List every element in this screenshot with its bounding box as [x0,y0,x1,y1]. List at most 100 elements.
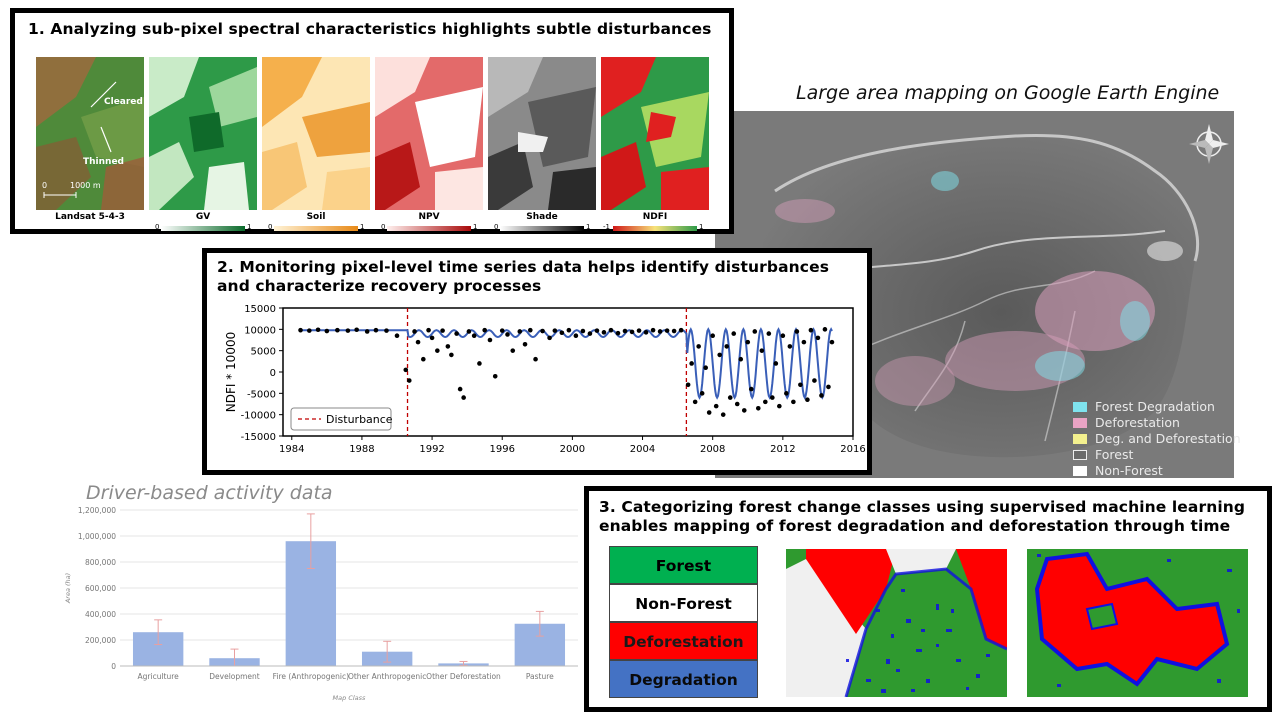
ndfi-thumbnail [601,57,709,210]
y-axis-label: Area (ha) [64,573,72,604]
data-point [608,327,614,333]
x-tick-label: 1996 [490,444,515,455]
swatch [1073,450,1087,460]
legend-label: Non-Forest [1095,463,1163,478]
gv-thumbnail [149,57,257,210]
legend-label: Deforestation [1095,415,1180,430]
data-point [461,395,466,400]
data-point [826,384,831,390]
x-tick-label: 2004 [630,444,655,455]
data-point [573,333,579,339]
shade-thumbnail [488,57,596,210]
thumb-label: NDFI [642,212,668,222]
data-point [755,405,761,411]
cbar-max: 1 [247,223,252,231]
data-point [298,327,303,333]
data-point [499,328,505,333]
y-tick-label: 800,000 [85,558,116,567]
data-point [657,329,663,334]
data-point [791,399,796,405]
data-point [787,344,793,349]
data-point [384,328,389,333]
soil-thumbnail [262,57,370,210]
compass-icon [1189,124,1229,164]
data-point [794,329,800,334]
data-point [664,328,670,333]
data-point [717,352,723,358]
data-point [748,386,754,392]
data-point [552,328,558,333]
data-point [801,339,807,345]
thumb-label: Landsat 5-4-3 [55,212,125,222]
data-point [703,365,708,371]
data-point [373,327,379,333]
data-point [696,344,701,349]
x-axis-label: Map Class [333,694,366,702]
panel2-title-line2: and characterize recovery processes [217,277,542,295]
data-point [587,331,593,336]
data-point [522,341,528,347]
data-point [505,332,510,337]
cbar-min: 0 [268,223,273,231]
data-point [440,328,445,333]
data-point [482,327,487,333]
x-tick-label: 2016 [840,444,865,455]
panel2-title-line1: 2. Monitoring pixel-level time series da… [217,258,830,276]
amazon-map-graphic [715,111,1234,478]
data-point [566,327,572,333]
data-point [745,339,751,345]
data-point [784,391,789,396]
data-point [354,327,359,333]
data-point [724,344,730,349]
data-point [752,329,758,334]
y-tick-label: 0 [270,368,276,379]
data-point [449,352,454,358]
panel3-title-line2: enables mapping of forest degradation an… [599,517,1231,535]
data-point [808,327,814,333]
data-point [307,328,312,333]
y-tick-label: -10000 [241,411,276,422]
data-point [692,399,698,405]
thumb-label: NPV [418,212,440,222]
data-point [713,403,719,409]
npv-colorbar [387,226,471,231]
cbar-max: 1 [699,223,704,231]
y-tick-label: -5000 [247,389,276,400]
panel3-title-line1: 3. Categorizing forest change classes us… [599,498,1246,516]
data-point [815,335,821,341]
data-point [403,367,409,373]
class-forest: Forest [609,546,758,584]
x-tick-label: Agriculture [138,672,180,681]
cbar-min: 0 [155,223,160,231]
data-point [527,327,533,333]
data-point [731,331,737,336]
driver-title: Driver-based activity data [86,482,333,504]
soil-colorbar [274,226,358,231]
panel-timeseries: 2. Monitoring pixel-level time series da… [202,248,872,475]
data-point [533,356,538,362]
ndfi-colorbar [613,226,697,231]
data-point [685,382,691,388]
data-point [547,335,552,341]
y-tick-label: 0 [111,662,116,671]
class-degradation: Degradation [609,660,758,698]
data-point [773,361,779,366]
data-point [315,327,321,333]
x-tick-label: Fire (Anthropogenic) [273,672,349,681]
data-point [829,339,835,345]
data-point [335,327,340,333]
swatch [1073,466,1087,476]
data-point [812,378,817,383]
classification-map-2 [1027,549,1248,697]
x-tick-label: Pasture [526,672,554,681]
gee-title: Large area mapping on Google Earth Engin… [796,82,1220,104]
data-point [777,403,782,409]
data-point [636,328,642,333]
cleared-annotation: Cleared [104,97,143,107]
gv-colorbar [161,226,245,231]
model-fit-line [300,327,833,400]
data-point [759,348,765,353]
data-point [580,328,586,334]
data-point [699,391,705,396]
